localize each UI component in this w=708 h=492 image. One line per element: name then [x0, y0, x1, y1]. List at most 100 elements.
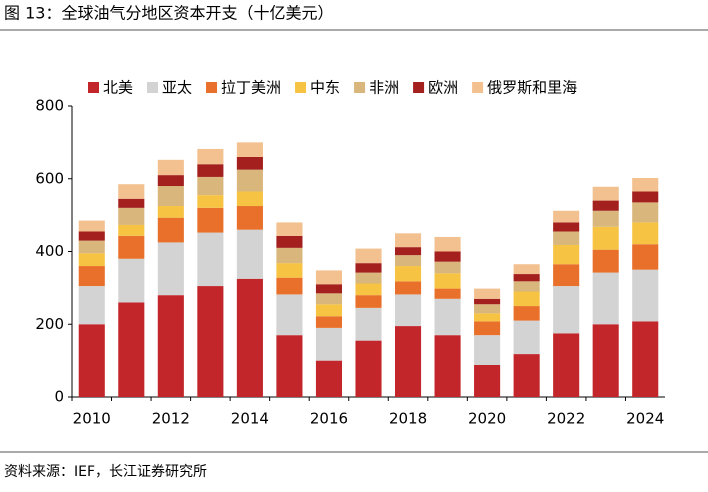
bar-segment [434, 251, 461, 262]
legend-swatch [413, 82, 425, 93]
bar-segment [513, 320, 540, 355]
bar-segment [394, 255, 422, 267]
y-tick-label: 400 [35, 242, 64, 260]
bar-segment [592, 210, 619, 227]
bar-segment [276, 335, 303, 397]
bar-segment [355, 283, 382, 296]
bar-segment [315, 327, 343, 361]
legend-swatch [147, 82, 159, 93]
bar-segment [592, 200, 619, 211]
bar-segment [434, 261, 461, 274]
legend-label: 北美 [103, 79, 133, 97]
bar-segment [157, 159, 184, 176]
bar-segment [118, 235, 145, 259]
y-tick-label: 200 [35, 315, 64, 333]
legend-swatch [295, 82, 307, 93]
y-tick-label: 800 [35, 97, 64, 115]
bar-segment [553, 286, 580, 334]
bar-segment [513, 291, 540, 307]
bar-segment [197, 207, 224, 233]
bar-segment [78, 253, 105, 267]
bar-segment [394, 326, 422, 397]
bar-segment [553, 210, 580, 223]
bar-segment [553, 244, 580, 265]
bar-segment [118, 198, 145, 208]
source: 资料来源：IEF，长江证券研究所 [4, 464, 207, 480]
bar-segment [394, 281, 422, 295]
bar-segment [592, 186, 619, 201]
bar-segment [355, 248, 382, 264]
bar-segment [315, 304, 343, 317]
bar-segment [276, 263, 303, 278]
bar-segment [394, 233, 422, 248]
bar-segment [118, 224, 145, 236]
bar-segment [474, 313, 501, 322]
bar-segment [236, 206, 263, 230]
bar-segment [118, 207, 145, 225]
legend-label: 亚太 [162, 79, 192, 97]
legend-swatch [472, 82, 484, 93]
bar-segment [434, 236, 461, 252]
legend-label: 欧洲 [428, 79, 458, 97]
bar-segment [78, 231, 105, 241]
x-tick-label: 2024 [626, 410, 664, 428]
legend-label: 拉丁美洲 [221, 79, 281, 97]
bar-segment [632, 244, 659, 270]
bar-segment [513, 354, 540, 397]
bar-segment [315, 293, 343, 305]
bar-segment [632, 269, 659, 322]
bar-segment [632, 222, 659, 245]
bar-segment [78, 240, 105, 254]
bar-segment [276, 247, 303, 264]
bar-segment [276, 277, 303, 295]
bar-segment [355, 340, 382, 397]
bar-segment [355, 272, 382, 284]
bar-segment [315, 270, 343, 285]
bar-segment [632, 321, 659, 397]
bar-segment [632, 178, 659, 192]
bar-segment [236, 229, 263, 279]
bar-segment [355, 307, 382, 341]
bar-segment [592, 272, 619, 325]
bar-segment [553, 231, 580, 245]
bar-segment [236, 191, 263, 207]
bar-segment [553, 264, 580, 287]
bar-segment [474, 304, 501, 314]
bar-segment [592, 226, 619, 250]
bar-segment [553, 333, 580, 397]
chart-title: 图 13：全球油气分地区资本开支（十亿美元） [4, 4, 333, 23]
bar-segment [197, 164, 224, 177]
bar-segment [78, 266, 105, 287]
bar-segment [157, 186, 184, 207]
x-tick-label: 2010 [73, 410, 111, 428]
bar-segment [236, 142, 263, 157]
bar-segment [513, 264, 540, 275]
bar-segment [474, 364, 501, 397]
bar-segment [315, 360, 343, 397]
y-tick-label: 600 [35, 169, 64, 187]
bar-segment [474, 335, 501, 365]
bar-segment [236, 278, 263, 397]
bar-segment [513, 306, 540, 321]
x-tick-label: 2012 [152, 410, 190, 428]
bar-segment [157, 206, 184, 218]
bar-segment [315, 316, 343, 328]
bar-segment [118, 258, 145, 303]
bar-segment [157, 217, 184, 243]
bar-segment [434, 273, 461, 289]
bar-segment [474, 298, 501, 305]
bar-segment [474, 288, 501, 299]
legend-label: 中东 [310, 79, 340, 97]
bar-segment [632, 191, 659, 203]
bar-segment [632, 202, 659, 223]
bar-segment [513, 274, 540, 282]
bar-segment [157, 175, 184, 187]
bar-segment [513, 281, 540, 292]
x-tick-label: 2016 [310, 410, 348, 428]
bar-segment [236, 169, 263, 192]
legend-swatch [88, 82, 99, 93]
x-tick-label: 2020 [468, 410, 506, 428]
bar-segment [434, 298, 461, 336]
x-tick-label: 2014 [231, 410, 269, 428]
